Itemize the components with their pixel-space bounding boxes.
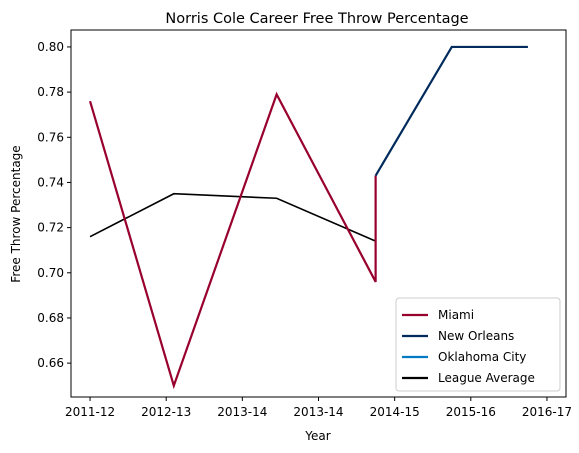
- legend-label-oklahoma-city: Oklahoma City: [438, 350, 526, 364]
- x-tick-label: 2014-15: [370, 405, 420, 419]
- x-axis-label: Year: [304, 429, 330, 443]
- y-tick-label: 0.78: [37, 85, 64, 99]
- y-tick-label: 0.80: [37, 40, 64, 54]
- y-tick-label: 0.68: [37, 311, 64, 325]
- y-axis-label: Free Throw Percentage: [9, 145, 23, 282]
- series-line-new-orleans: [374, 45, 528, 177]
- x-tick-label: 2011-12: [65, 405, 115, 419]
- x-tick-label: 2012-13: [141, 405, 191, 419]
- legend: Miami New Orleans Oklahoma City League Aver…: [395, 297, 561, 392]
- chart-title: Norris Cole Career Free Throw Percentage: [165, 11, 468, 27]
- x-tick-label: 2013-14: [293, 405, 343, 419]
- x-tick-label: 2016-17: [522, 405, 572, 419]
- legend-label-new-orleans: New Orleans: [438, 329, 514, 343]
- series-line-miami: [88, 91, 377, 390]
- y-axis: 0.66 0.68 0.70 0.72 0.74 0.76 0.78 0.80: [37, 40, 71, 370]
- legend-label-league-average: League Average: [438, 371, 535, 385]
- series-line-league-average: [89, 192, 376, 242]
- legend-box: [395, 297, 561, 392]
- y-tick-label: 0.66: [37, 356, 64, 370]
- plot-area: [88, 45, 528, 390]
- x-tick-label: 2013-14: [217, 405, 267, 419]
- y-tick-label: 0.70: [37, 266, 64, 280]
- legend-label-miami: Miami: [438, 308, 474, 322]
- x-tick-label: 2015-16: [446, 405, 496, 419]
- x-axis: 2011-12 2012-13 2013-14 2013-14 2014-15 2015-…: [65, 397, 572, 419]
- y-tick-label: 0.76: [37, 130, 64, 144]
- y-tick-label: 0.74: [37, 175, 64, 189]
- y-tick-label: 0.72: [37, 221, 64, 235]
